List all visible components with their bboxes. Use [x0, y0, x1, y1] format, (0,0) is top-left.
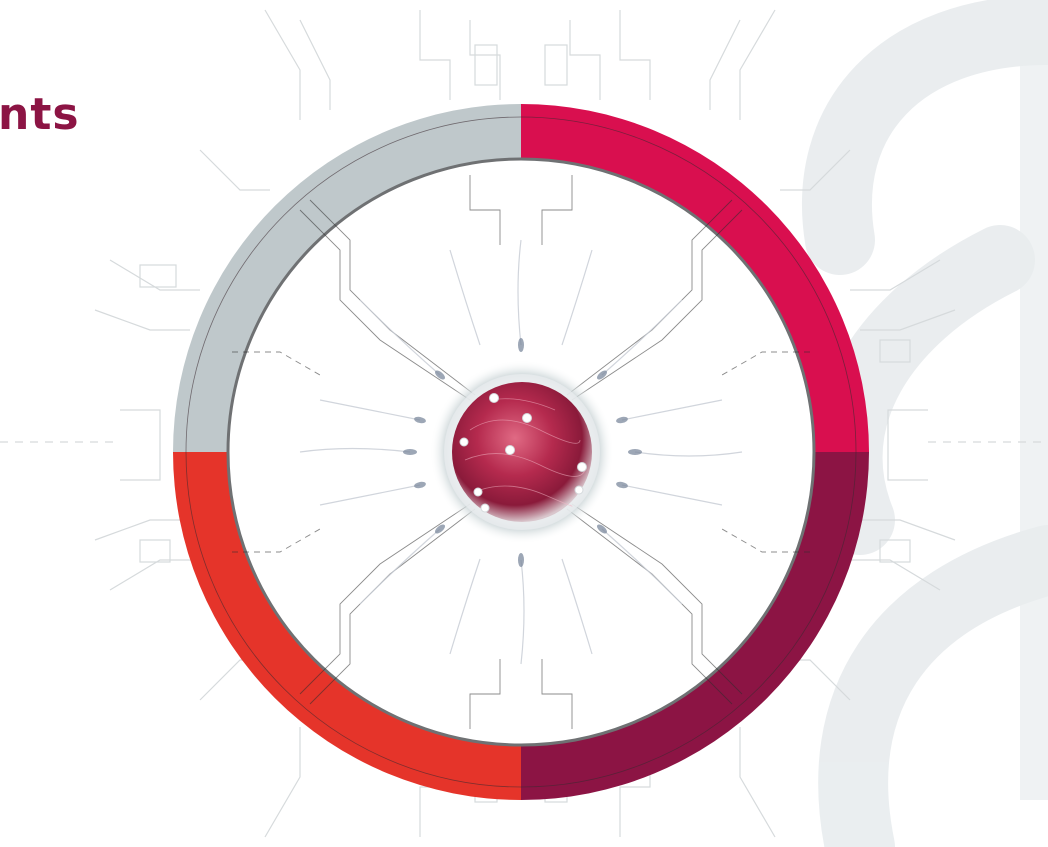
ring-segments	[173, 104, 869, 800]
ring-segment-pink	[521, 104, 869, 452]
sperm-heads	[403, 338, 642, 567]
ring-circuit-lines	[232, 175, 810, 729]
sperm-cells	[299, 239, 743, 665]
ring-segment-red	[173, 452, 521, 800]
ring-segment-maroon	[521, 452, 869, 800]
page-heading: nts	[0, 89, 80, 140]
egg-cell-with-sperm-icon	[430, 360, 614, 544]
ring-segment-gray	[173, 104, 521, 452]
